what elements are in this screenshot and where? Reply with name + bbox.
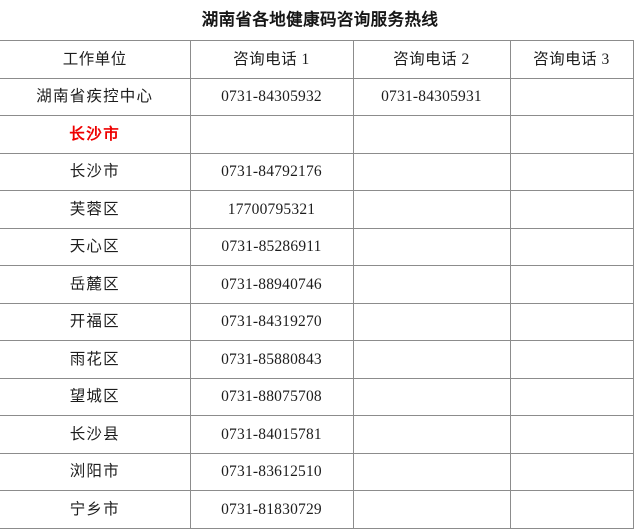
cell-unit: 浏阳市 <box>0 452 191 491</box>
table-body: 湖南省疾控中心 0731-84305932 0731-84305931 长沙市 长沙市 0… <box>0 77 634 529</box>
cell-tel1: 0731-88075708 <box>189 377 354 416</box>
cell-tel3 <box>509 377 634 416</box>
cell-tel1: 0731-81830729 <box>189 490 354 529</box>
cell-tel1: 0731-88940746 <box>189 265 354 304</box>
cell-tel1: 0731-84015781 <box>189 415 354 454</box>
cell-tel3 <box>509 77 634 116</box>
cell-tel3 <box>509 302 634 341</box>
cell-tel1: 17700795321 <box>189 190 354 229</box>
cell-unit: 长沙市 <box>0 115 191 154</box>
cell-tel2 <box>352 377 511 416</box>
table-row: 浏阳市 0731-83612510 <box>0 452 634 491</box>
table-row: 开福区 0731-84319270 <box>0 302 634 341</box>
cell-unit: 宁乡市 <box>0 490 191 529</box>
cell-tel3 <box>509 190 634 229</box>
cell-tel2 <box>352 302 511 341</box>
table-row: 芙蓉区 17700795321 <box>0 190 634 229</box>
cell-tel2 <box>352 490 511 529</box>
table-row: 望城区 0731-88075708 <box>0 377 634 416</box>
table-row: 岳麓区 0731-88940746 <box>0 265 634 304</box>
cell-tel1: 0731-83612510 <box>189 452 354 491</box>
page-title: 湖南省各地健康码咨询服务热线 <box>201 10 439 29</box>
cell-tel2 <box>352 340 511 379</box>
hotline-table: 工作单位 咨询电话 1 咨询电话 2 咨询电话 3 湖南省疾控中心 0731-84… <box>0 40 634 529</box>
cell-tel3 <box>509 265 634 304</box>
column-header-tel3: 咨询电话 3 <box>509 40 634 79</box>
table-row: 天心区 0731-85286911 <box>0 227 634 266</box>
cell-tel3 <box>509 452 634 491</box>
cell-tel3 <box>509 115 634 154</box>
cell-tel3 <box>509 490 634 529</box>
column-header-tel2: 咨询电话 2 <box>352 40 511 79</box>
cell-tel1: 0731-84319270 <box>189 302 354 341</box>
column-header-unit: 工作单位 <box>0 40 191 79</box>
table-row: 湖南省疾控中心 0731-84305932 0731-84305931 <box>0 77 634 116</box>
cell-tel2 <box>352 190 511 229</box>
column-header-tel1: 咨询电话 1 <box>189 40 354 79</box>
cell-tel2: 0731-84305931 <box>352 77 511 116</box>
cell-tel1: 0731-84792176 <box>189 152 354 191</box>
table-row: 雨花区 0731-85880843 <box>0 340 634 379</box>
cell-tel1: 0731-85880843 <box>189 340 354 379</box>
cell-tel3 <box>509 152 634 191</box>
cell-tel3 <box>509 227 634 266</box>
cell-tel3 <box>509 340 634 379</box>
cell-tel2 <box>352 152 511 191</box>
cell-unit: 雨花区 <box>0 340 191 379</box>
table-row: 长沙市 <box>0 115 634 154</box>
cell-tel1: 0731-85286911 <box>189 227 354 266</box>
cell-tel2 <box>352 415 511 454</box>
cell-tel2 <box>352 265 511 304</box>
cell-unit: 长沙市 <box>0 152 191 191</box>
cell-unit: 岳麓区 <box>0 265 191 304</box>
cell-tel1: 0731-84305932 <box>189 77 354 116</box>
cell-tel3 <box>509 415 634 454</box>
cell-tel1 <box>189 115 354 154</box>
cell-tel2 <box>352 115 511 154</box>
cell-tel2 <box>352 452 511 491</box>
cell-unit: 望城区 <box>0 377 191 416</box>
cell-unit: 天心区 <box>0 227 191 266</box>
cell-unit: 湖南省疾控中心 <box>0 77 191 116</box>
table-header: 工作单位 咨询电话 1 咨询电话 2 咨询电话 3 <box>0 40 634 79</box>
cell-unit: 芙蓉区 <box>0 190 191 229</box>
cell-unit: 开福区 <box>0 302 191 341</box>
table-header-row: 工作单位 咨询电话 1 咨询电话 2 咨询电话 3 <box>0 40 634 79</box>
cell-unit: 长沙县 <box>0 415 191 454</box>
title-bar: 湖南省各地健康码咨询服务热线 <box>0 0 640 40</box>
table-row: 长沙县 0731-84015781 <box>0 415 634 454</box>
table-row: 宁乡市 0731-81830729 <box>0 490 634 529</box>
table-row: 长沙市 0731-84792176 <box>0 152 634 191</box>
cell-tel2 <box>352 227 511 266</box>
